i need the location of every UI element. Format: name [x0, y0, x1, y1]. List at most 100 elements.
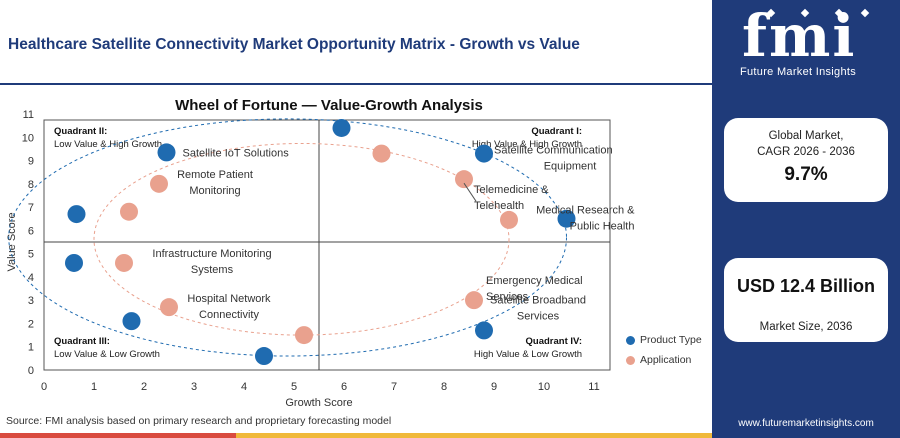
x-tick-label: 1 — [91, 381, 97, 393]
footer-bar-orange — [236, 433, 712, 438]
logo-subtitle: Future Market Insights — [740, 66, 857, 78]
chart-background — [0, 88, 712, 410]
x-tick-label: 3 — [191, 381, 197, 393]
point-label: Infrastructure Monitoring Systems — [152, 248, 271, 276]
y-tick-label: 8 — [28, 179, 34, 191]
page-title: Healthcare Satellite Connectivity Market… — [8, 36, 580, 53]
point-label: Medical Research & Public Health — [536, 205, 635, 233]
cagr-value: 9.7% — [784, 164, 828, 185]
quadrant-description: High Value & High Growth — [472, 139, 582, 150]
x-tick-label: 9 — [491, 381, 497, 393]
point-label-line: Public Health — [570, 221, 635, 233]
chart-area: Wheel of Fortune — Value-Growth Analysis… — [0, 88, 712, 410]
point-label: Hospital Network Connectivity — [187, 293, 271, 321]
application-point — [455, 170, 473, 189]
application-point — [120, 202, 138, 221]
point-label-line: Medical Research & — [536, 205, 635, 217]
product-type-point — [475, 321, 493, 340]
point-label: Satellite Broadband Services — [490, 294, 586, 322]
series-orbit — [8, 118, 567, 357]
legend-label-product-type: Product Type — [640, 334, 702, 346]
opportunity-matrix-chart: Wheel of Fortune — Value-Growth Analysis… — [0, 88, 712, 410]
x-tick-label: 5 — [291, 381, 297, 393]
product-type-point — [475, 144, 493, 163]
point-label-line: Telemedicine & — [474, 184, 549, 196]
y-tick-label: 4 — [28, 272, 34, 284]
product-type-point — [557, 209, 576, 228]
cagr-label-line-2: CAGR 2026 - 2036 — [757, 146, 855, 158]
cagr-label: Global Market, CAGR 2026 - 2036 — [724, 128, 888, 160]
application-point — [150, 174, 168, 193]
quadrant-name: Quadrant III: — [54, 336, 110, 347]
x-tick-label: 2 — [141, 381, 147, 393]
logo-diamond-icon — [860, 8, 870, 18]
y-tick-label: 6 — [28, 225, 34, 237]
x-tick-label: 6 — [341, 381, 347, 393]
y-tick-label: 9 — [28, 156, 34, 168]
market-size-card: USD 12.4 Billion Market Size, 2036 — [724, 258, 888, 342]
point-label-line: Services — [517, 310, 560, 322]
website-link[interactable]: www.futuremarketinsights.com — [738, 418, 874, 429]
legend-marker-product-type — [626, 336, 635, 345]
application-point — [372, 144, 391, 163]
market-size-value: USD 12.4 Billion — [736, 276, 876, 296]
point-label-line: Satellite Communication — [494, 145, 613, 157]
cagr-card: Global Market, CAGR 2026 - 2036 9.7% — [724, 118, 888, 202]
y-tick-label: 0 — [28, 365, 34, 377]
point-label: Emergency Medical Services — [486, 275, 583, 303]
x-tick-label: 0 — [41, 381, 47, 393]
point-label-line: Monitoring — [189, 185, 240, 197]
application-point — [295, 326, 313, 345]
y-tick-label: 11 — [23, 109, 34, 121]
quadrant-description: Low Value & High Growth — [54, 139, 162, 150]
x-tick-label: 7 — [391, 381, 397, 393]
point-label-line: Satellite IoT Solutions — [183, 147, 290, 159]
market-size-label: Market Size, 2036 — [759, 321, 853, 333]
quadrant-name: Quadrant IV: — [526, 336, 582, 347]
point-label-line: Infrastructure Monitoring — [152, 248, 271, 260]
point-label-line: Emergency Medical — [486, 275, 583, 287]
point-label: Satellite IoT Solutions — [183, 147, 290, 159]
legend-marker-application — [626, 356, 635, 365]
y-axis-label: Value Score — [6, 212, 18, 271]
product-type-point — [122, 312, 141, 331]
y-tick-label: 5 — [28, 249, 34, 261]
y-tick-label: 10 — [22, 132, 34, 144]
product-type-point — [65, 253, 83, 272]
application-point — [160, 298, 178, 317]
quadrant-name: Quadrant II: — [54, 126, 107, 137]
footer-bar-red — [0, 433, 236, 438]
point-label-line: Telehealth — [474, 200, 524, 212]
application-point — [500, 210, 518, 229]
point-label-line: Services — [486, 291, 529, 303]
point-label-line: Connectivity — [199, 309, 259, 321]
x-tick-label: 10 — [538, 381, 550, 393]
application-point — [465, 291, 483, 310]
product-type-point — [255, 347, 273, 366]
y-tick-label: 1 — [28, 342, 34, 354]
point-label-line: Systems — [191, 264, 234, 276]
point-label: Remote Patient Monitoring — [177, 169, 253, 197]
cagr-label-line-1: Global Market, — [768, 130, 844, 142]
point-label-line: Hospital Network — [187, 293, 271, 305]
x-axis-label: Growth Score — [285, 397, 352, 409]
quadrant-name: Quadrant I: — [531, 126, 582, 137]
y-tick-label: 7 — [28, 202, 34, 214]
legend-label-application: Application — [640, 354, 692, 366]
product-type-point — [157, 143, 176, 162]
y-tick-label: 3 — [28, 295, 34, 307]
point-label-line: Remote Patient — [177, 169, 253, 181]
header-divider — [0, 83, 712, 85]
point-label-line: Satellite Broadband — [490, 294, 586, 306]
x-tick-label: 4 — [241, 381, 247, 393]
source-note: Source: FMI analysis based on primary re… — [6, 415, 392, 427]
point-label-line: Equipment — [544, 161, 597, 173]
fmi-logo[interactable]: fmi Future Market Insights — [712, 0, 900, 86]
point-label: Telemedicine & Telehealth — [474, 184, 549, 212]
y-tick-label: 2 — [28, 318, 34, 330]
chart-title: Wheel of Fortune — Value-Growth Analysis — [175, 97, 483, 114]
x-tick-label: 8 — [441, 381, 447, 393]
quadrant-description: Low Value & Low Growth — [54, 349, 160, 360]
sidebar: fmi Future Market Insights Global Market… — [712, 0, 900, 438]
application-point — [115, 253, 133, 272]
